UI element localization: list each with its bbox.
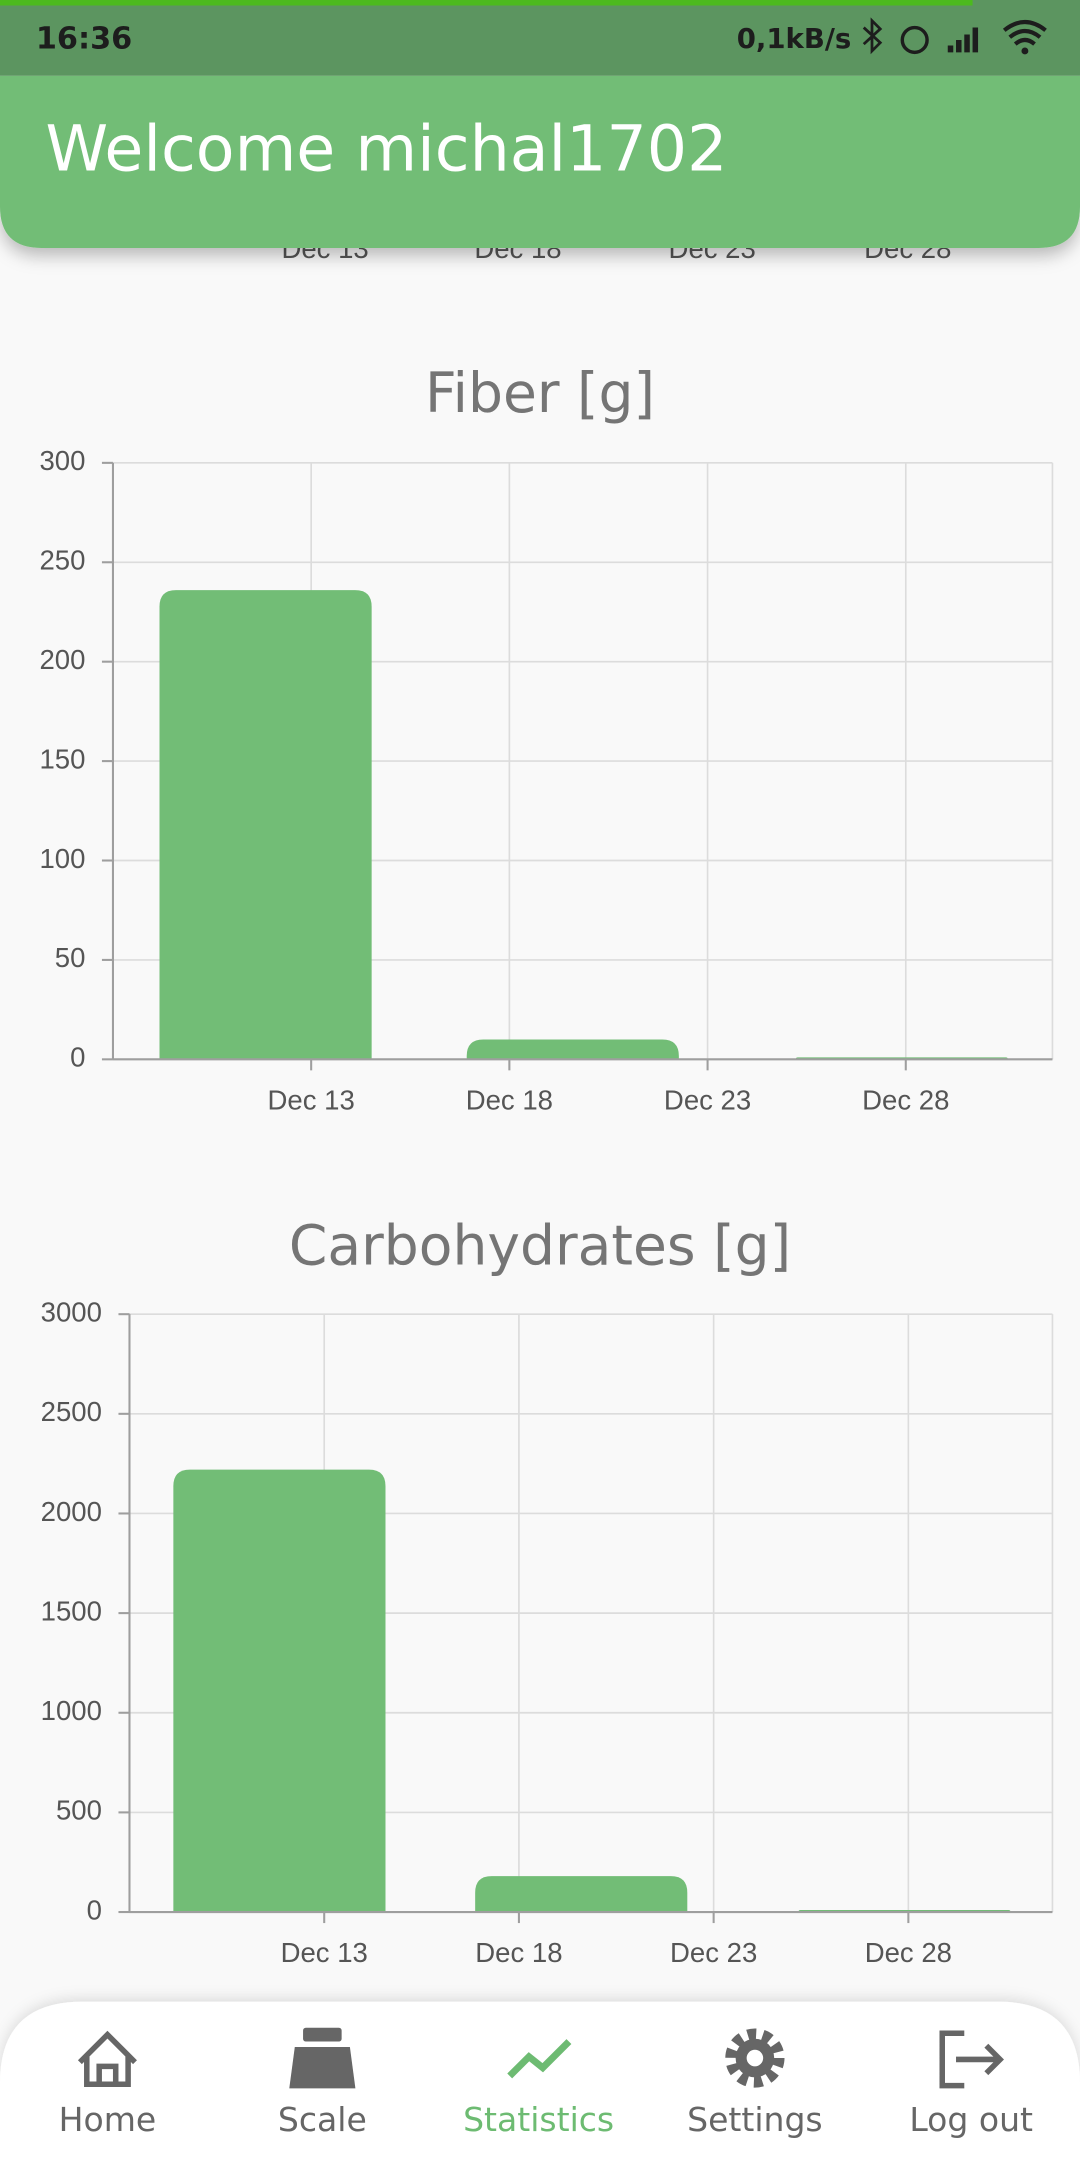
nav-label: Scale — [278, 2100, 367, 2139]
x-tick-label: Dec 28 — [865, 1937, 952, 1968]
y-tick-label: 3000 — [41, 1296, 102, 1327]
scale-icon-top — [303, 2027, 342, 2042]
x-tick-label: Dec 23 — [664, 1084, 751, 1115]
y-tick-label: 300 — [39, 445, 85, 476]
bar — [475, 1876, 688, 1913]
y-tick-label: 150 — [39, 743, 85, 774]
bar-chart: Fiber [g] 0 50 100 150 200 250 300 Dec 13 Dec 18 D… — [39, 361, 1054, 1115]
y-tick-label: 1500 — [41, 1595, 102, 1626]
x-tick-label: Dec 13 — [268, 1084, 355, 1115]
y-tick-label: 200 — [39, 644, 85, 675]
chart-title: Fiber [g] — [425, 361, 655, 425]
x-tick-label: Dec 28 — [862, 1084, 949, 1115]
y-tick-label: 2000 — [41, 1496, 102, 1527]
x-tick-label: Dec 18 — [466, 1084, 553, 1115]
bar — [173, 1469, 386, 1913]
signal-icon — [947, 27, 979, 53]
statistics-icon — [507, 2039, 572, 2079]
nav-scale[interactable]: Scale — [278, 2027, 367, 2139]
nav-label: Settings — [687, 2100, 823, 2139]
y-tick-label: 500 — [56, 1795, 102, 1826]
wifi-dot — [1021, 47, 1029, 55]
y-tick-label: 1000 — [41, 1695, 102, 1726]
y-tick-label: 2500 — [41, 1396, 102, 1427]
bottom-nav — [0, 2001, 1080, 2160]
nav-label: Statistics — [463, 2100, 614, 2139]
y-tick-label: 250 — [39, 545, 85, 576]
bar-chart: Carbohydrates [g] 0 500 1000 1500 2000 2500 300… — [41, 1214, 1054, 1968]
y-tick-label: 0 — [70, 1042, 85, 1073]
x-tick-label: Dec 13 — [281, 1937, 368, 1968]
y-tick-label: 100 — [39, 843, 85, 874]
nav-label: Home — [59, 2100, 157, 2139]
bar — [466, 1039, 679, 1060]
home-icon — [77, 2030, 137, 2087]
scale-icon-body — [289, 2047, 356, 2089]
bar — [159, 590, 372, 1060]
alarm-icon — [900, 25, 929, 55]
nav-settings[interactable]: Settings — [687, 2028, 823, 2139]
bluetooth-icon — [862, 17, 883, 55]
y-tick-label: 50 — [55, 942, 86, 973]
app-header — [0, 75, 1080, 248]
charts: Fiber [g] 0 50 100 150 200 250 300 Dec 13 Dec 18 D… — [39, 361, 1054, 1968]
chart-title: Carbohydrates [g] — [289, 1214, 791, 1278]
nav-label: Log out — [909, 2100, 1033, 2139]
status-speed: 0,1kB/s — [737, 23, 852, 55]
settings-icon-hole — [746, 2049, 764, 2067]
header-title: Welcome michal1702 — [45, 111, 727, 185]
x-tick-label: Dec 18 — [475, 1937, 562, 1968]
settings-icon-teeth — [725, 2028, 785, 2088]
progress-bar — [0, 0, 973, 6]
x-tick-label: Dec 23 — [670, 1937, 757, 1968]
y-tick-label: 0 — [87, 1894, 102, 1925]
nav-logout[interactable]: Log out — [909, 2030, 1033, 2139]
status-time: 16:36 — [36, 21, 132, 56]
status-bar — [0, 0, 1080, 76]
logout-icon — [939, 2030, 1004, 2089]
nav-home[interactable]: Home — [59, 2030, 157, 2139]
nav-statistics[interactable]: Statistics — [463, 2039, 614, 2139]
wifi-icon — [1002, 19, 1047, 46]
